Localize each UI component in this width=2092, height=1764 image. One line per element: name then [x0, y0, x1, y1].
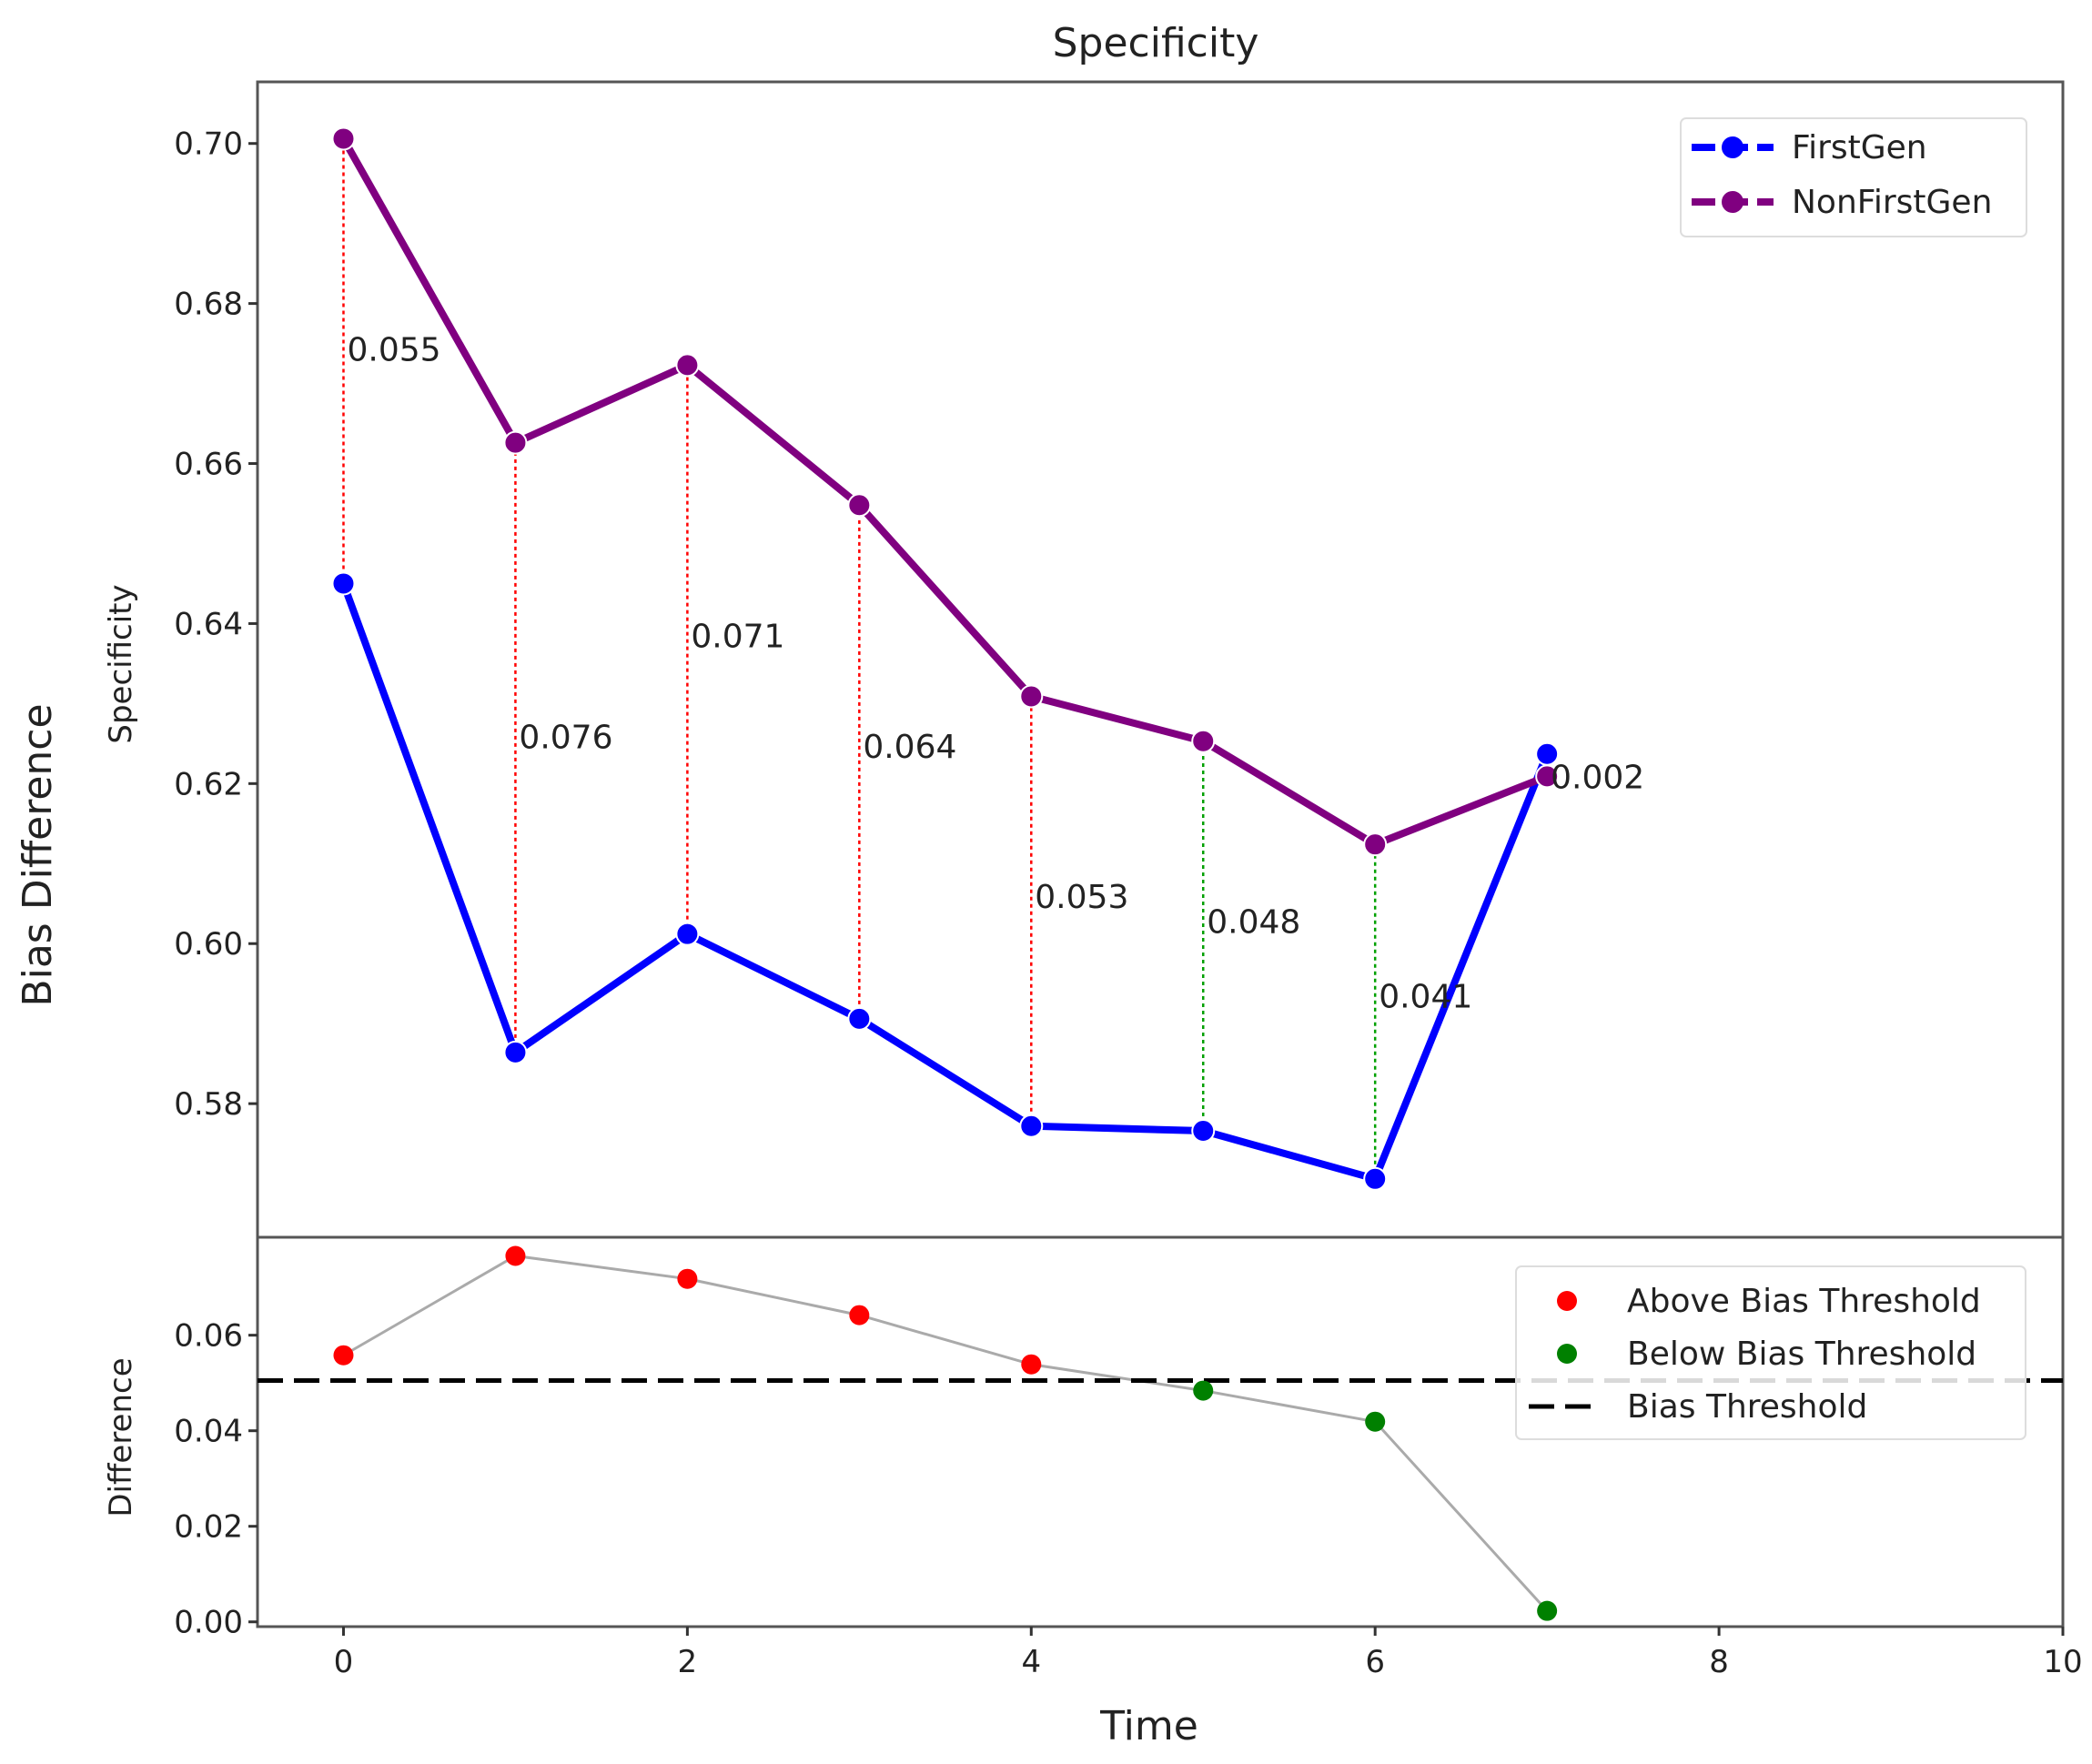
bottom-legend-box [1515, 1265, 2026, 1440]
difference-point [849, 1305, 870, 1326]
top-plot: 0.055 0.076 0.071 0.064 0.053 0.048 0.041 0.002 [331, 126, 1644, 1191]
difference-point [505, 1245, 526, 1266]
difference-label: 0.064 [863, 729, 956, 766]
legend-marker-swatch [1557, 1344, 1577, 1364]
x-tick-label: 0 [334, 1644, 354, 1680]
difference-point [1021, 1354, 1042, 1375]
firstgen-point [1363, 1166, 1388, 1191]
legends: FirstGen NonFirstGen Above Bias Threshold B… [1515, 117, 2027, 1440]
plot-layer: 0.58 0.60 0.62 0.64 0.66 0.68 0.70 0.00 0.02 0.04… [174, 80, 2083, 1680]
firstgen-line [339, 582, 1551, 1183]
difference-point [1193, 1380, 1214, 1401]
nonfirstgen-point [1535, 764, 1560, 789]
bottom-y-tick-label: 0.02 [174, 1509, 243, 1546]
x-tick-label: 10 [2043, 1644, 2082, 1680]
nonfirstgen-point [675, 353, 700, 378]
bottom-y-tick-label: 0.04 [174, 1414, 243, 1450]
legend-marker-swatch [1557, 1291, 1577, 1311]
legend-label: NonFirstGen [1792, 184, 1992, 221]
chart-title: Specificity [1053, 20, 1259, 66]
nonfirstgen-point [1363, 832, 1388, 857]
difference-line [342, 1254, 1549, 1612]
legend-label: Above Bias Threshold [1627, 1283, 1981, 1320]
bottom-ylabel: Difference [103, 1357, 139, 1517]
x-tick-label: 2 [678, 1644, 698, 1680]
difference-label: 0.048 [1207, 903, 1300, 941]
legend-marker-swatch [1722, 191, 1743, 213]
bottom-y-tick-label: 0.06 [174, 1318, 243, 1355]
nonfirstgen-point [1019, 684, 1044, 709]
figure-ylabel: Bias Difference [15, 703, 61, 1006]
top-y-tick-label: 0.68 [174, 287, 243, 323]
top-y-tick-label: 0.60 [174, 926, 243, 963]
difference-label: 0.002 [1551, 759, 1644, 796]
difference-label: 0.055 [347, 332, 440, 369]
difference-label: 0.071 [691, 618, 784, 655]
legend-label: Below Bias Threshold [1627, 1336, 1976, 1373]
top-ylabel: Specificity [103, 584, 139, 743]
firstgen-point [847, 1006, 872, 1031]
difference-point [333, 1345, 354, 1366]
legend-marker-swatch [1722, 136, 1743, 158]
difference-point [677, 1268, 698, 1289]
difference-point [1537, 1600, 1558, 1621]
difference-label: 0.053 [1035, 879, 1128, 916]
nonfirstgen-point [847, 493, 872, 518]
x-tick-label: 6 [1365, 1644, 1385, 1680]
top-y-tick-label: 0.58 [174, 1086, 243, 1123]
difference-label: 0.041 [1379, 978, 1472, 1015]
bottom-y-tick-label: 0.00 [174, 1605, 243, 1641]
difference-label: 0.076 [519, 719, 612, 756]
difference-point [1365, 1411, 1386, 1432]
x-axis-label: Time [1099, 1703, 1198, 1749]
top-y-tick-label: 0.70 [174, 126, 243, 163]
x-tick-label: 8 [1709, 1644, 1729, 1680]
legend-label: Bias Threshold [1627, 1388, 1867, 1426]
nonfirstgen-line [339, 136, 1549, 849]
nonfirstgen-point [1191, 729, 1216, 753]
legend-label: FirstGen [1792, 129, 1927, 166]
top-y-tick-label: 0.62 [174, 766, 243, 802]
top-y-tick-label: 0.66 [174, 447, 243, 483]
firstgen-point [1191, 1119, 1216, 1144]
nonfirstgen-point [503, 430, 528, 455]
nonfirstgen-point [331, 126, 356, 151]
firstgen-point [675, 922, 700, 946]
top-axes-frame [256, 80, 2065, 1239]
firstgen-point [331, 571, 356, 596]
firstgen-point [503, 1040, 528, 1064]
x-tick-label: 4 [1021, 1644, 1041, 1680]
firstgen-point [1019, 1114, 1044, 1138]
top-y-tick-label: 0.64 [174, 606, 243, 642]
